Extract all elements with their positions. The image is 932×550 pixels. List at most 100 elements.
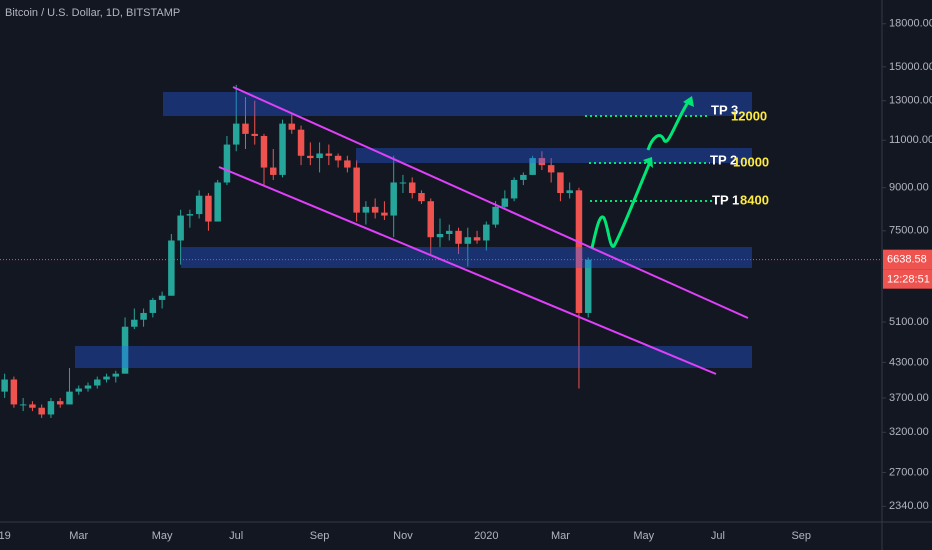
y-tick-label: 4300.00: [889, 356, 929, 368]
chart-title: Bitcoin / U.S. Dollar, 1D, BITSTAMP: [5, 7, 180, 19]
candle-body: [492, 206, 499, 225]
y-tick-label: 13000.00: [889, 95, 932, 107]
candle-body: [547, 165, 555, 173]
candle-body: [325, 153, 333, 156]
candle-body: [353, 167, 360, 213]
x-tick-label: May: [633, 530, 654, 542]
annotation: TP 3: [711, 102, 738, 117]
candle-body: [529, 158, 536, 175]
candle-body: [195, 195, 203, 215]
zone: [163, 92, 752, 116]
candle-body: [29, 404, 36, 408]
forecast-arrow: [590, 161, 652, 249]
trend-line: [218, 166, 717, 375]
annotation: 10000: [733, 154, 769, 169]
zone: [75, 346, 752, 368]
zone: [181, 247, 752, 268]
candle-body: [344, 160, 351, 168]
candle-body: [510, 179, 518, 199]
candle-body: [38, 407, 45, 415]
candle-body: [408, 182, 416, 194]
countdown: 12:28:51: [887, 274, 930, 286]
candle-body: [103, 376, 110, 380]
annotation: 8400: [740, 192, 769, 207]
candle-body: [297, 129, 305, 156]
candle-body: [168, 240, 175, 296]
candle-body: [464, 237, 472, 244]
zone: [356, 148, 752, 163]
price-label: 6638.58: [887, 254, 927, 266]
candle-body: [223, 144, 231, 183]
candle-body: [232, 123, 240, 145]
candle-body: [84, 385, 92, 389]
candle-body: [186, 214, 194, 216]
y-tick-label: 7500.00: [889, 225, 929, 237]
candle-body: [520, 174, 527, 180]
candle-body: [251, 133, 258, 136]
candle-body: [538, 158, 546, 166]
candle-body: [10, 379, 18, 405]
y-tick-label: 9000.00: [889, 182, 929, 194]
y-tick-label: 15000.00: [889, 61, 932, 73]
x-tick-label: Jul: [229, 530, 243, 542]
candle-body: [177, 215, 184, 241]
candle-body: [214, 182, 221, 222]
candle-body: [334, 155, 342, 161]
candle-body: [455, 230, 462, 244]
drawings: TP 3 12000 TP 2 10000 TP 1 8400: [75, 86, 769, 375]
candle-body: [1, 379, 8, 392]
annotation: 12000: [731, 108, 767, 123]
candle-body: [56, 401, 64, 405]
x-tick-label: Jul: [711, 530, 725, 542]
y-tick-label: 3700.00: [889, 392, 929, 404]
x-tick-label: 19: [0, 530, 11, 542]
candle-body: [131, 319, 138, 327]
candle-body: [288, 123, 296, 130]
candle-body: [473, 237, 481, 241]
y-tick-label: 3200.00: [889, 426, 929, 438]
candle-body: [436, 233, 444, 238]
candle-body: [399, 182, 407, 184]
candle-body: [140, 312, 147, 320]
y-tick-label: 11000.00: [889, 134, 932, 146]
plot: [0, 84, 880, 418]
arrowhead: [643, 157, 653, 168]
candle-body: [307, 155, 314, 159]
candle-body: [66, 391, 73, 405]
price-label-box: [883, 249, 932, 270]
candle-body: [149, 299, 157, 313]
candle-body: [427, 201, 434, 238]
trend-line: [232, 86, 749, 319]
x-tick-label: Sep: [791, 530, 811, 542]
y-tick-label: 2340.00: [889, 500, 929, 512]
candle-body: [316, 153, 323, 159]
candle-body: [260, 135, 268, 168]
candle-body: [575, 190, 583, 313]
candle-body: [242, 123, 249, 134]
annotation: TP 1: [712, 192, 739, 207]
x-tick-label: Mar: [551, 530, 570, 542]
candle-body: [483, 224, 490, 241]
candle-body: [362, 206, 370, 213]
annotation: TP 2: [710, 152, 737, 167]
candle-body: [270, 167, 277, 175]
x-tick-label: May: [152, 530, 173, 542]
countdown-box: [883, 269, 932, 289]
candle-body: [446, 230, 453, 234]
candle-body: [158, 295, 166, 300]
x-tick-label: 2020: [474, 530, 498, 542]
candle-body: [205, 195, 212, 222]
x-tick-label: Mar: [69, 530, 88, 542]
arrowhead: [683, 96, 694, 107]
candle-body: [557, 172, 564, 194]
candle-body: [112, 373, 120, 377]
candle-body: [94, 379, 101, 386]
candle-body: [501, 198, 509, 207]
candle-body: [381, 212, 388, 216]
y-tick-label: 5100.00: [889, 316, 929, 328]
candle-body: [566, 190, 573, 194]
y-tick-label: 18000.00: [889, 18, 932, 30]
candle-body: [75, 388, 82, 392]
candle-body: [47, 401, 55, 415]
